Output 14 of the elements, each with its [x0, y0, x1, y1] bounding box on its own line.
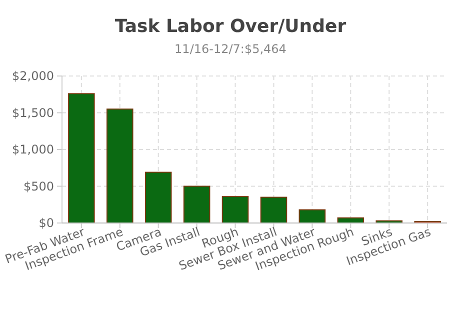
bar	[298, 209, 326, 224]
chart-title: Task Labor Over/Under	[114, 16, 346, 37]
chart-subtitle: 11/16-12/7:$5,464	[174, 42, 286, 56]
y-tick-label: $500	[23, 179, 54, 194]
bar	[183, 186, 210, 224]
y-tick-label: $0	[38, 216, 54, 230]
bar	[222, 196, 249, 224]
bar	[106, 108, 134, 224]
y-tick-label: $2,000	[12, 69, 54, 84]
bar	[260, 196, 288, 224]
bar	[68, 93, 95, 224]
y-tick-label: $1,000	[12, 142, 54, 157]
bar	[144, 172, 172, 224]
y-tick-label: $1,500	[12, 106, 54, 120]
